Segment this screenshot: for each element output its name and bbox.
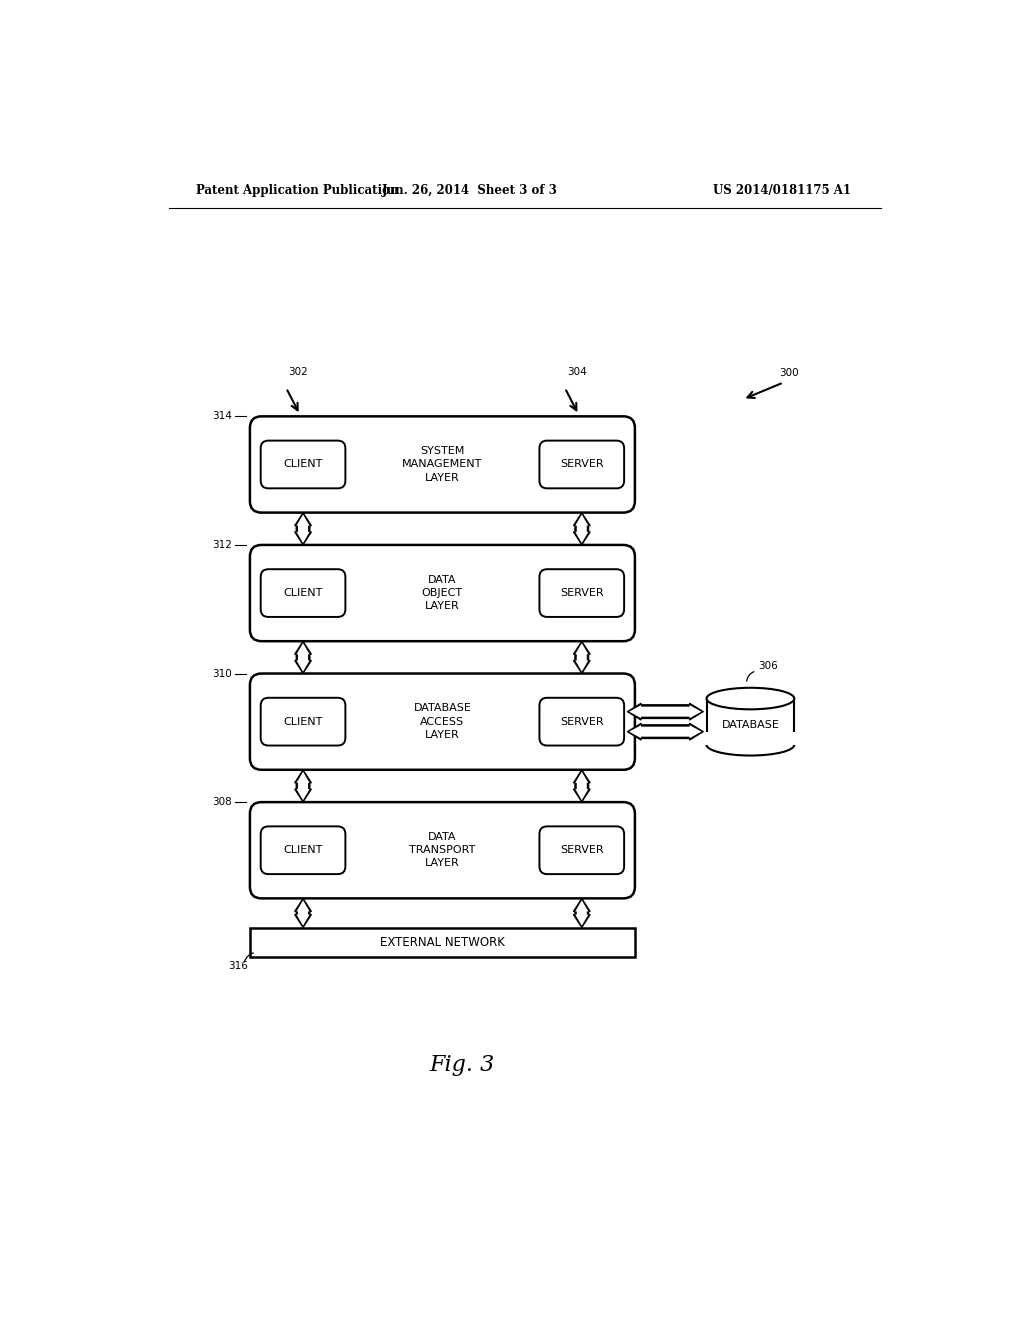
Text: EXTERNAL NETWORK: EXTERNAL NETWORK (380, 936, 505, 949)
Polygon shape (573, 770, 590, 803)
FancyBboxPatch shape (250, 673, 635, 770)
Text: Fig. 3: Fig. 3 (429, 1053, 495, 1076)
Polygon shape (297, 643, 309, 672)
Text: 308: 308 (212, 797, 232, 807)
Text: 316: 316 (228, 961, 248, 970)
Text: DATABASE: DATABASE (722, 719, 779, 730)
Text: DATA
OBJECT
LAYER: DATA OBJECT LAYER (422, 576, 463, 611)
Polygon shape (575, 900, 589, 925)
Text: Jun. 26, 2014  Sheet 3 of 3: Jun. 26, 2014 Sheet 3 of 3 (381, 185, 557, 197)
Text: 310: 310 (212, 668, 232, 678)
FancyBboxPatch shape (540, 698, 625, 746)
Text: Patent Application Publication: Patent Application Publication (196, 185, 398, 197)
Text: 304: 304 (567, 367, 587, 376)
Polygon shape (628, 704, 703, 721)
Text: US 2014/0181175 A1: US 2014/0181175 A1 (713, 185, 851, 197)
Text: SERVER: SERVER (560, 717, 603, 726)
Polygon shape (628, 723, 703, 741)
Polygon shape (573, 512, 590, 545)
Text: DATABASE
ACCESS
LAYER: DATABASE ACCESS LAYER (414, 704, 471, 739)
FancyBboxPatch shape (250, 416, 635, 512)
Polygon shape (295, 770, 311, 803)
Polygon shape (297, 900, 309, 925)
Text: SERVER: SERVER (560, 459, 603, 470)
Text: SERVER: SERVER (560, 589, 603, 598)
Polygon shape (295, 899, 311, 928)
FancyBboxPatch shape (261, 826, 345, 874)
Polygon shape (629, 725, 701, 738)
FancyBboxPatch shape (261, 698, 345, 746)
FancyBboxPatch shape (261, 569, 345, 616)
Polygon shape (295, 642, 311, 673)
Text: 306: 306 (758, 660, 778, 671)
Text: CLIENT: CLIENT (284, 459, 323, 470)
Polygon shape (702, 733, 798, 744)
Ellipse shape (707, 734, 795, 755)
Polygon shape (575, 515, 589, 543)
Polygon shape (295, 512, 311, 545)
Text: CLIENT: CLIENT (284, 845, 323, 855)
Text: CLIENT: CLIENT (284, 589, 323, 598)
FancyBboxPatch shape (540, 826, 625, 874)
Text: 300: 300 (779, 368, 799, 379)
FancyBboxPatch shape (250, 545, 635, 642)
Ellipse shape (707, 688, 795, 709)
Polygon shape (573, 642, 590, 673)
Polygon shape (575, 772, 589, 800)
Polygon shape (707, 698, 795, 744)
Polygon shape (573, 899, 590, 928)
Text: 302: 302 (289, 367, 308, 376)
FancyBboxPatch shape (540, 441, 625, 488)
Text: SERVER: SERVER (560, 845, 603, 855)
FancyBboxPatch shape (540, 569, 625, 616)
FancyBboxPatch shape (250, 928, 635, 957)
Polygon shape (629, 705, 701, 718)
Text: SYSTEM
MANAGEMENT
LAYER: SYSTEM MANAGEMENT LAYER (402, 446, 482, 483)
Polygon shape (297, 772, 309, 800)
Text: DATA
TRANSPORT
LAYER: DATA TRANSPORT LAYER (410, 832, 475, 869)
FancyBboxPatch shape (261, 441, 345, 488)
Polygon shape (575, 643, 589, 672)
Text: 312: 312 (212, 540, 232, 550)
FancyBboxPatch shape (250, 803, 635, 899)
Polygon shape (297, 515, 309, 543)
Text: CLIENT: CLIENT (284, 717, 323, 726)
Text: 314: 314 (212, 412, 232, 421)
